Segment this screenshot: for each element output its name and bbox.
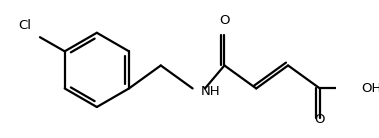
Text: O: O [219, 14, 230, 27]
Text: NH: NH [200, 85, 220, 99]
Text: O: O [315, 113, 325, 126]
Text: Cl: Cl [18, 19, 31, 32]
Text: OH: OH [362, 82, 379, 95]
